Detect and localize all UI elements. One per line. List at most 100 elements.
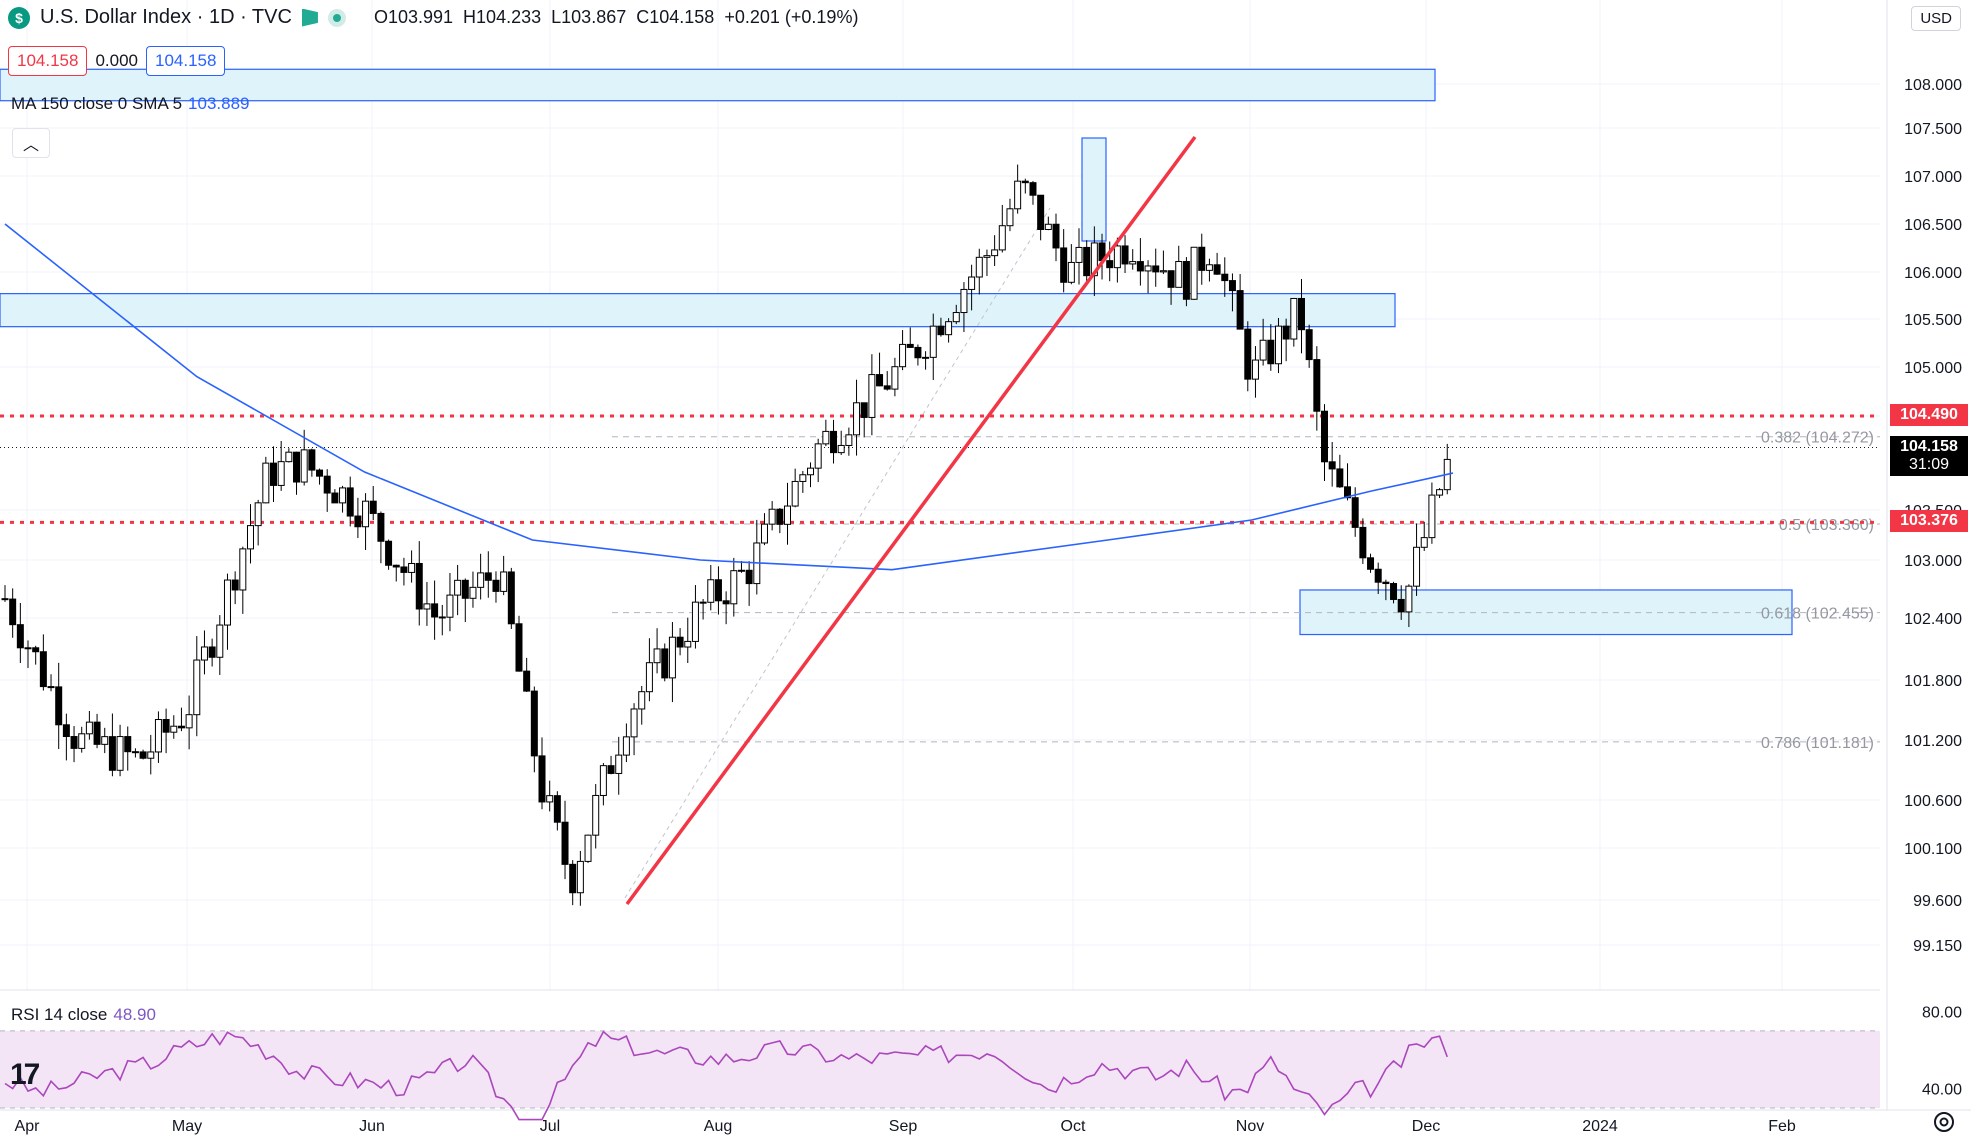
candle-body (860, 402, 868, 418)
candle-body (622, 736, 630, 756)
candle-body (822, 430, 830, 445)
fib-diagonal (624, 207, 1051, 899)
candle-body (714, 579, 722, 602)
candle-body (369, 500, 377, 514)
candle-body (914, 346, 922, 359)
time-tick-label: May (172, 1118, 202, 1135)
gear-icon[interactable] (1931, 1109, 1957, 1135)
candle-body (316, 469, 324, 477)
rsi-band (0, 1030, 1880, 1108)
candle-body (1259, 339, 1267, 361)
current-price-tag: 104.158 31:09 (1890, 435, 1968, 476)
candle-body (691, 601, 699, 642)
price-axis[interactable]: 108.000 107.500 107.000 106.500 106.000 105.5… (1886, 0, 1962, 1110)
candle-body (484, 572, 492, 581)
candle-body (1037, 194, 1045, 230)
candle-body (415, 562, 423, 610)
ma-150-line (4, 223, 1454, 571)
flag-icon[interactable] (301, 8, 318, 27)
currency-select[interactable]: USD (1911, 6, 1961, 31)
candle-body (814, 443, 822, 469)
candle-body (1236, 290, 1244, 330)
candle-body (730, 570, 738, 605)
candle-body (668, 636, 676, 679)
candle-body (1351, 497, 1359, 528)
candle-body (1, 598, 9, 601)
candle-body (177, 725, 185, 729)
candle-body (998, 225, 1006, 251)
candle-body (1021, 180, 1029, 184)
candle-body (676, 636, 684, 648)
candle-body (1267, 339, 1275, 365)
candle-body (162, 719, 170, 733)
candle-body (1075, 246, 1083, 263)
candle-body (592, 794, 600, 836)
candle-body (1251, 359, 1259, 380)
candle-body (546, 795, 554, 803)
time-tick-label: 2024 (1582, 1118, 1618, 1135)
candle-body (569, 863, 577, 894)
candle-body (538, 755, 546, 803)
candle-body (922, 356, 930, 359)
time-axis[interactable]: Apr May Jun Jul Aug Sep Oct Nov Dec 2024 Feb (0, 1109, 1971, 1135)
candle-body (147, 751, 155, 759)
dollar-icon: $ (8, 6, 30, 29)
candle-body (1144, 265, 1152, 272)
rsi-tick-label: 80.00 (1922, 1005, 1962, 1022)
candle-body (362, 500, 370, 528)
candle-body (1136, 261, 1144, 272)
rsi-legend[interactable]: RSI 14 close 48.90 (11, 1005, 156, 1024)
candle-body (968, 276, 976, 290)
candle-body (492, 579, 500, 592)
candle-body (960, 288, 968, 314)
candle-body (170, 725, 178, 733)
candle-body (331, 492, 339, 504)
ma-legend[interactable]: MA 150 close 0 SMA 5 103.889 (11, 94, 250, 113)
candle-body (24, 647, 32, 650)
candle-body (1083, 246, 1091, 277)
candle-body (776, 508, 784, 525)
candle-body (1397, 598, 1405, 613)
candle-body (231, 579, 239, 591)
candle-body (1190, 246, 1198, 300)
candle-body (223, 579, 231, 626)
candle-body (431, 603, 439, 618)
price-tick-label: 108.000 (1904, 77, 1962, 94)
tradingview-logo-icon[interactable]: 17 (10, 1058, 40, 1091)
candle-body (438, 616, 446, 619)
candle-body (262, 462, 270, 504)
candle-body (899, 343, 907, 368)
candle-body (699, 601, 707, 604)
candle-body (1221, 273, 1229, 282)
fib-label: 0.786 (101.181) (1761, 735, 1874, 752)
price-tick-label: 107.500 (1904, 121, 1962, 138)
candle-body (93, 721, 101, 745)
grid-lines (0, 0, 1880, 990)
trend-line (625, 135, 1197, 906)
time-tick-label: Apr (15, 1118, 41, 1135)
fib-label: 0.618 (102.455) (1761, 606, 1874, 623)
candle-body (477, 572, 485, 588)
candle-body (139, 751, 147, 759)
candle-body (208, 646, 216, 658)
candle-body (1382, 581, 1390, 585)
time-tick-label: Jul (540, 1118, 560, 1135)
candle-body (523, 670, 531, 692)
spread-value: 0.000 (95, 51, 138, 70)
sell-price-pill[interactable]: 104.158 (8, 46, 88, 76)
candle-body (906, 343, 914, 348)
candle-body (760, 523, 768, 544)
candle-body (1175, 260, 1183, 288)
candle-body (16, 624, 24, 649)
candle-body (737, 569, 745, 572)
candle-body (1413, 546, 1421, 587)
collapse-legend-button[interactable]: ︿ (12, 128, 50, 158)
symbol-title[interactable]: U.S. Dollar Index · 1D · TVC (40, 6, 292, 28)
zone-box (0, 293, 1396, 328)
candle-body (1159, 270, 1167, 273)
time-tick-label: Sep (889, 1118, 918, 1135)
buy-price-pill[interactable]: 104.158 (146, 46, 226, 76)
candle-body (500, 571, 508, 592)
time-tick-label: Nov (1236, 1118, 1264, 1135)
